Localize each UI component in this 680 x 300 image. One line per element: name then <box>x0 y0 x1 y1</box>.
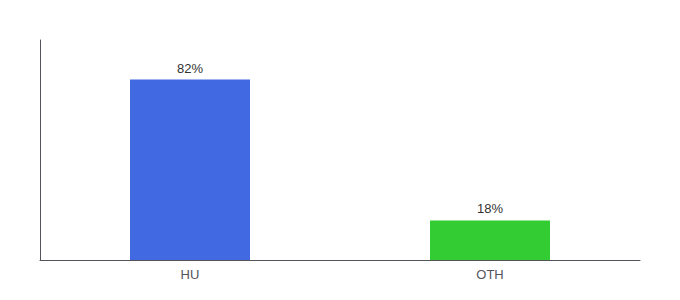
svg-text:18%: 18% <box>477 201 503 216</box>
svg-text:HU: HU <box>181 267 200 282</box>
svg-text:OTH: OTH <box>476 267 503 282</box>
svg-text:82%: 82% <box>177 61 203 76</box>
